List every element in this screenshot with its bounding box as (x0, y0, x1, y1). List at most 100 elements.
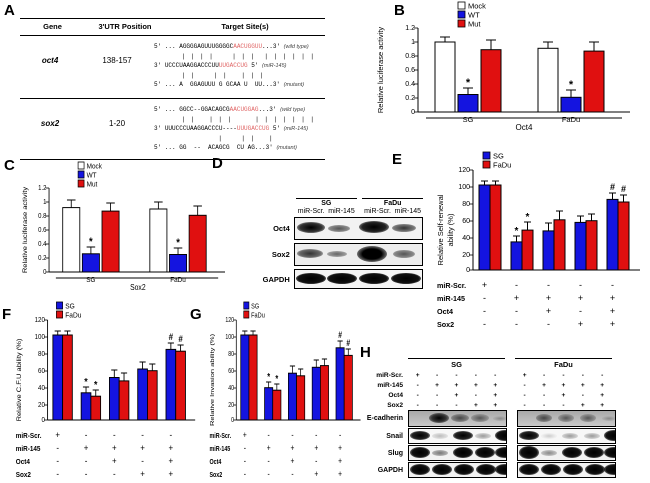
svg-text:+: + (267, 443, 271, 453)
svg-text:60: 60 (38, 368, 45, 375)
svg-text:SG: SG (463, 115, 474, 124)
svg-text:80: 80 (38, 351, 45, 358)
svg-text:20: 20 (462, 252, 470, 259)
svg-text:#: # (610, 182, 615, 192)
svg-text:+: + (112, 443, 117, 454)
svg-text:40: 40 (38, 385, 45, 392)
svg-text:#: # (621, 184, 626, 194)
svg-text:-: - (56, 469, 59, 480)
svg-text:-: - (579, 280, 582, 290)
svg-text:0: 0 (41, 417, 45, 424)
svg-text:-: - (483, 293, 486, 303)
svg-text:*: * (267, 371, 270, 382)
svg-text:Sox2: Sox2 (209, 471, 222, 479)
svg-text:Sox2: Sox2 (130, 282, 146, 292)
svg-text:#: # (338, 330, 342, 340)
svg-text:0.8: 0.8 (38, 213, 47, 221)
svg-text:+: + (338, 443, 342, 453)
svg-text:0.8: 0.8 (405, 53, 415, 60)
svg-text:-: - (547, 280, 550, 290)
svg-text:WT: WT (468, 11, 480, 20)
svg-text:0: 0 (466, 267, 470, 274)
svg-text:*: * (176, 237, 180, 249)
svg-text:1: 1 (411, 39, 415, 46)
svg-text:*: * (466, 77, 471, 89)
svg-text:*: * (515, 226, 519, 237)
svg-text:Mock: Mock (468, 2, 486, 11)
svg-text:+: + (169, 443, 174, 454)
svg-text:-: - (291, 469, 294, 479)
svg-text:+: + (112, 456, 117, 467)
svg-text:SG: SG (251, 303, 259, 311)
svg-text:+: + (482, 280, 487, 290)
svg-text:-: - (244, 469, 247, 479)
svg-text:#: # (346, 338, 350, 348)
svg-text:40: 40 (462, 235, 470, 242)
svg-text:60: 60 (462, 218, 470, 225)
svg-text:+: + (546, 293, 551, 303)
svg-text:SG: SG (65, 303, 75, 310)
svg-text:+: + (140, 469, 145, 480)
svg-text:Mock: Mock (87, 163, 103, 171)
svg-text:Relative C.F.U ability (%): Relative C.F.U ability (%) (16, 339, 23, 422)
svg-text:+: + (314, 443, 318, 453)
svg-text:+: + (578, 319, 583, 329)
svg-text:ability (%): ability (%) (446, 213, 455, 246)
svg-text:-: - (291, 430, 294, 440)
svg-text:80: 80 (462, 201, 470, 208)
svg-text:#: # (178, 334, 183, 345)
svg-text:Relative luciferase activity: Relative luciferase activity (376, 27, 385, 114)
svg-text:-: - (611, 280, 614, 290)
svg-text:0.4: 0.4 (405, 81, 415, 88)
svg-text:120: 120 (225, 316, 234, 324)
svg-text:+: + (169, 469, 174, 480)
svg-text:100: 100 (225, 333, 234, 341)
svg-text:miR-145: miR-145 (209, 445, 230, 453)
svg-text:Relative luciferase activity: Relative luciferase activity (22, 186, 28, 273)
svg-text:-: - (268, 430, 271, 440)
svg-text:Oct4: Oct4 (437, 307, 453, 316)
svg-text:1.2: 1.2 (405, 25, 415, 32)
svg-text:SG: SG (493, 152, 504, 161)
svg-text:Sox2: Sox2 (16, 472, 31, 479)
svg-text:-: - (579, 306, 582, 316)
svg-text:-: - (483, 306, 486, 316)
svg-text:0.4: 0.4 (38, 241, 47, 249)
svg-text:+: + (314, 469, 318, 479)
svg-text:Sox2: Sox2 (437, 320, 454, 329)
svg-text:0.2: 0.2 (38, 255, 47, 263)
svg-text:0: 0 (411, 109, 415, 116)
svg-text:Mut: Mut (468, 20, 481, 29)
svg-text:-: - (56, 456, 59, 467)
svg-text:#: # (169, 332, 174, 343)
svg-text:-: - (547, 319, 550, 329)
svg-text:+: + (338, 469, 342, 479)
svg-text:*: * (94, 378, 98, 390)
svg-text:*: * (275, 373, 278, 384)
svg-text:0.2: 0.2 (405, 95, 415, 102)
svg-text:100: 100 (458, 184, 470, 191)
svg-text:Oct4: Oct4 (209, 458, 221, 466)
svg-text:FaDu: FaDu (493, 161, 511, 170)
svg-text:FaDu: FaDu (562, 115, 580, 124)
svg-text:*: * (526, 212, 530, 223)
svg-text:+: + (610, 293, 615, 303)
svg-text:-: - (315, 430, 318, 440)
svg-text:+: + (578, 293, 583, 303)
svg-text:-: - (515, 306, 518, 316)
svg-text:miR-Scr.: miR-Scr. (16, 433, 42, 440)
svg-text:+: + (243, 430, 247, 440)
svg-text:-: - (141, 456, 144, 467)
svg-text:miR-145: miR-145 (437, 294, 465, 303)
svg-text:-: - (244, 456, 247, 466)
svg-text:-: - (85, 469, 88, 480)
svg-text:Mut: Mut (87, 181, 98, 189)
svg-text:Relative Invasion ability (%): Relative Invasion ability (%) (210, 334, 216, 426)
svg-text:+: + (514, 293, 519, 303)
svg-text:WT: WT (87, 172, 98, 180)
svg-text:-: - (141, 430, 144, 441)
svg-text:+: + (291, 443, 295, 453)
svg-text:+: + (291, 456, 295, 466)
svg-text:-: - (170, 430, 173, 441)
svg-text:Relative Self-renewal: Relative Self-renewal (436, 194, 445, 265)
